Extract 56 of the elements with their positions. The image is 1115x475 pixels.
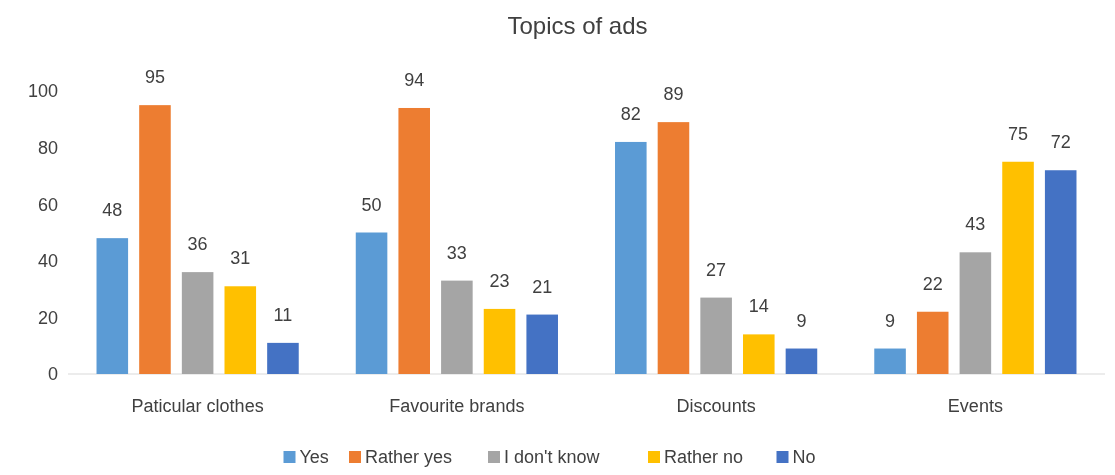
data-label: 48 (102, 200, 123, 221)
y-tick-label: 80 (37, 137, 58, 158)
data-label: 43 (965, 214, 986, 235)
data-label: 82 (620, 103, 641, 124)
legend-label: Yes (299, 447, 329, 467)
legend-label: I don't know (504, 447, 601, 467)
bar (1002, 161, 1034, 374)
bar (139, 105, 171, 374)
data-label: 23 (489, 270, 510, 291)
data-label: 22 (922, 273, 943, 294)
x-tick-label: Discounts (676, 396, 756, 416)
bar (526, 314, 558, 374)
y-tick-label: 100 (27, 81, 58, 102)
bar (1044, 170, 1077, 374)
chart-title: Topics of ads (507, 12, 648, 39)
bar (916, 311, 949, 374)
data-label: 11 (273, 304, 293, 325)
bar (398, 107, 430, 374)
data-label: 50 (361, 194, 382, 215)
legend-label: No (792, 447, 816, 467)
bar (181, 272, 214, 374)
bar (785, 348, 818, 374)
bar (657, 122, 690, 374)
bar (224, 286, 257, 374)
data-label: 9 (885, 310, 896, 331)
data-label: 27 (706, 259, 727, 280)
data-label: 31 (230, 248, 251, 269)
data-label: 21 (532, 276, 553, 297)
data-label: 33 (446, 242, 467, 263)
data-label: 89 (663, 84, 684, 105)
bar (615, 141, 647, 374)
data-label: 95 (144, 67, 165, 88)
data-label: 75 (1008, 123, 1029, 144)
y-tick-label: 60 (37, 194, 58, 215)
bar (267, 342, 299, 374)
bar (96, 238, 129, 374)
y-tick-label: 20 (37, 307, 58, 328)
bar (483, 308, 516, 374)
bar (700, 297, 732, 374)
legend-label: Rather no (664, 447, 744, 467)
data-label: 72 (1050, 132, 1071, 153)
data-label: 14 (748, 296, 769, 317)
y-tick-label: 0 (47, 364, 58, 385)
bar (959, 252, 992, 374)
y-tick-label: 40 (37, 251, 58, 272)
data-label: 94 (404, 69, 425, 90)
bar (355, 232, 388, 374)
bar (441, 280, 473, 374)
x-tick-label: Events (947, 396, 1003, 416)
data-label: 9 (796, 310, 807, 331)
bar (743, 334, 775, 374)
legend-label: Rather yes (365, 447, 453, 467)
x-tick-label: Favourite brands (389, 396, 525, 416)
data-label: 36 (187, 234, 208, 255)
bar (874, 348, 906, 374)
x-tick-label: Paticular clothes (131, 396, 264, 416)
